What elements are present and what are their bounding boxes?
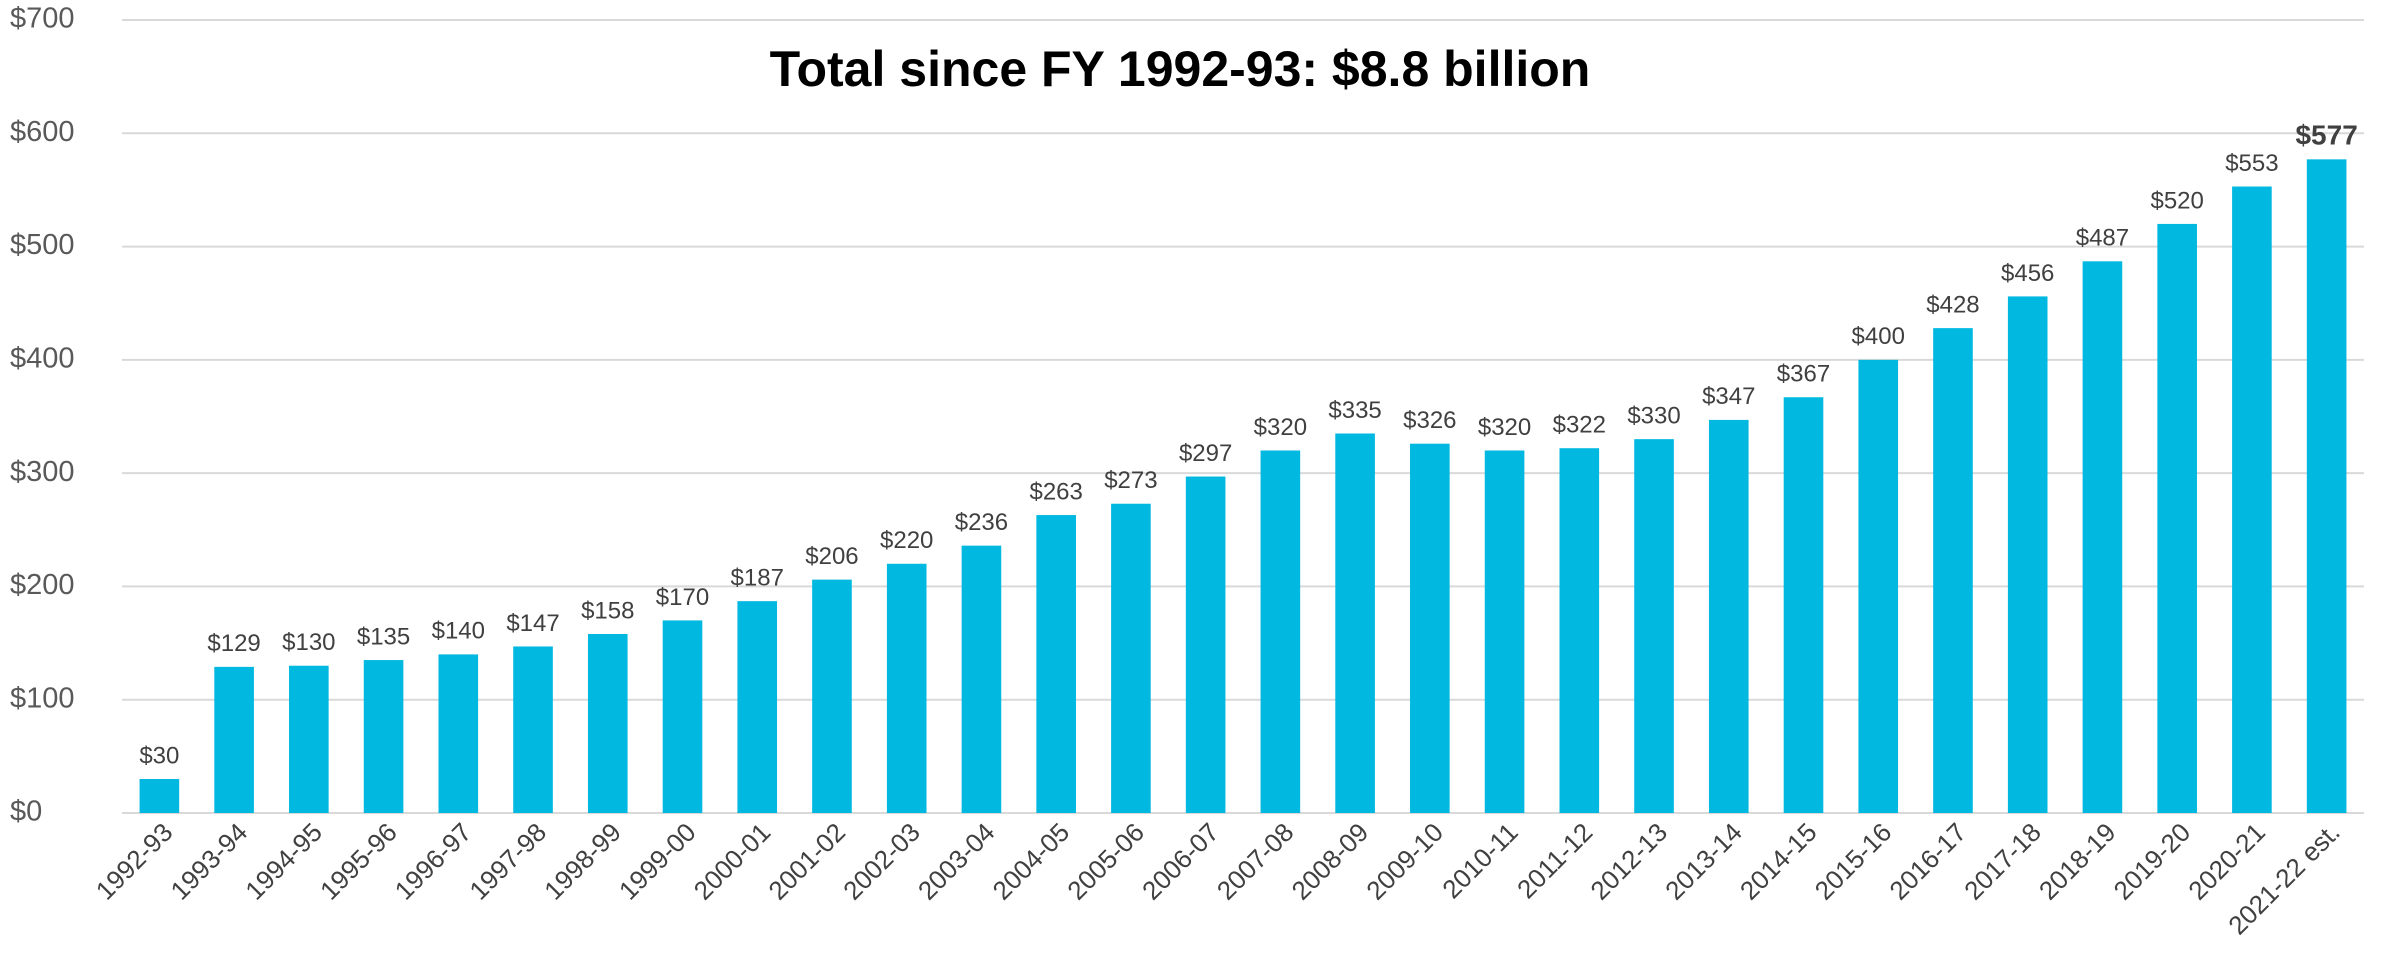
bar	[1111, 503, 1151, 813]
x-tick-label: 2001-02	[762, 817, 851, 906]
value-label: $322	[1553, 412, 1606, 439]
y-tick-label: $100	[10, 682, 75, 714]
bar	[2157, 223, 2197, 813]
x-tick-label: 2013-14	[1659, 817, 1748, 906]
bar	[961, 545, 1002, 813]
bar	[2306, 159, 2347, 813]
x-tick-label: 2007-08	[1211, 817, 1300, 906]
bar	[812, 579, 852, 813]
bar	[214, 666, 254, 813]
bar	[1260, 450, 1301, 813]
value-label: $367	[1777, 361, 1830, 388]
bar	[1484, 450, 1525, 813]
x-tick-label: 1995-96	[314, 817, 403, 906]
bar	[2232, 186, 2272, 813]
value-label: $297	[1179, 440, 1232, 467]
x-tick-label: 2000-01	[688, 817, 777, 906]
bar	[1634, 439, 1674, 813]
x-tick-label: 2019-20	[2108, 817, 2197, 906]
value-label: $320	[1478, 414, 1531, 441]
value-label: $130	[282, 629, 335, 656]
bar	[1858, 359, 1899, 813]
bar	[1783, 397, 1824, 813]
x-tick-label: 1998-99	[538, 817, 627, 906]
bar	[513, 646, 553, 813]
value-label: $456	[2001, 260, 2054, 287]
x-tick-label: 1993-94	[165, 817, 254, 906]
bar	[289, 665, 329, 813]
y-tick-label: $500	[10, 229, 75, 261]
bar	[1559, 448, 1600, 813]
bar	[139, 779, 180, 813]
value-label: $553	[2225, 150, 2278, 177]
bar	[886, 563, 927, 813]
x-tick-label: 2010-11	[1436, 817, 1523, 904]
value-label: $577	[2295, 120, 2357, 151]
value-label: $206	[805, 543, 858, 570]
x-tick-label: 2011-12	[1511, 817, 1598, 904]
bar	[662, 620, 703, 813]
value-label: $263	[1029, 478, 1082, 505]
x-tick-label: 2016-17	[1883, 817, 1972, 906]
x-tick-label: 2004-05	[987, 817, 1076, 906]
value-label: $520	[2150, 187, 2203, 214]
x-tick-label: 1996-97	[389, 817, 478, 906]
bar	[587, 634, 628, 813]
x-tick-label: 2005-06	[1061, 817, 1150, 906]
y-tick-label: $300	[10, 456, 75, 488]
value-label: $187	[731, 564, 784, 591]
x-tick-label: 2009-10	[1360, 817, 1449, 906]
x-tick-label: 1994-95	[239, 817, 328, 906]
value-label: $320	[1254, 414, 1307, 441]
bar	[363, 660, 404, 813]
value-label: $273	[1104, 467, 1157, 494]
value-label: $30	[139, 742, 179, 769]
x-tick-label: 2017-18	[1958, 817, 2047, 906]
bar	[1708, 419, 1749, 813]
x-tick-label: 2014-15	[1734, 817, 1823, 906]
x-tick-label: 1992-93	[90, 817, 179, 906]
value-label: $428	[1926, 291, 1979, 318]
value-label: $335	[1328, 397, 1381, 424]
x-tick-label: 2018-19	[2033, 817, 2122, 906]
value-label: $220	[880, 527, 933, 554]
bar	[737, 601, 778, 813]
bar	[2007, 296, 2048, 814]
x-tick-label: 1999-00	[613, 817, 702, 906]
value-label: $170	[656, 584, 709, 611]
bar	[1185, 476, 1226, 813]
value-label: $330	[1627, 403, 1680, 430]
value-label: $129	[207, 630, 260, 657]
y-tick-label: $700	[10, 3, 75, 35]
x-tick-label: 2015-16	[1809, 817, 1898, 906]
value-label: $400	[1852, 323, 1905, 350]
bar	[1036, 515, 1076, 813]
chart-title: Total since FY 1992-93: $8.8 billion	[770, 41, 1591, 97]
value-label: $158	[581, 597, 634, 624]
value-label: $236	[955, 509, 1008, 536]
x-tick-label: 2006-07	[1136, 817, 1225, 906]
value-label: $347	[1702, 383, 1755, 410]
x-tick-label: 1997-98	[463, 817, 552, 906]
x-tick-label: 2002-03	[837, 817, 926, 906]
value-label: $140	[432, 618, 485, 645]
y-tick-label: $0	[10, 796, 42, 828]
bar	[438, 654, 479, 813]
y-tick-label: $200	[10, 569, 75, 601]
bar	[1933, 328, 1973, 813]
value-label: $135	[357, 623, 410, 650]
bar	[1335, 433, 1375, 813]
value-label: $147	[506, 610, 559, 637]
value-label: $326	[1403, 407, 1456, 434]
y-tick-label: $400	[10, 343, 75, 375]
bar	[1410, 443, 1450, 813]
y-tick-label: $600	[10, 116, 75, 148]
x-tick-label: 2008-09	[1286, 817, 1375, 906]
bar	[2082, 261, 2123, 813]
x-tick-label: 2012-13	[1584, 817, 1673, 906]
value-label: $487	[2076, 225, 2129, 252]
x-tick-label: 2003-04	[912, 817, 1001, 906]
